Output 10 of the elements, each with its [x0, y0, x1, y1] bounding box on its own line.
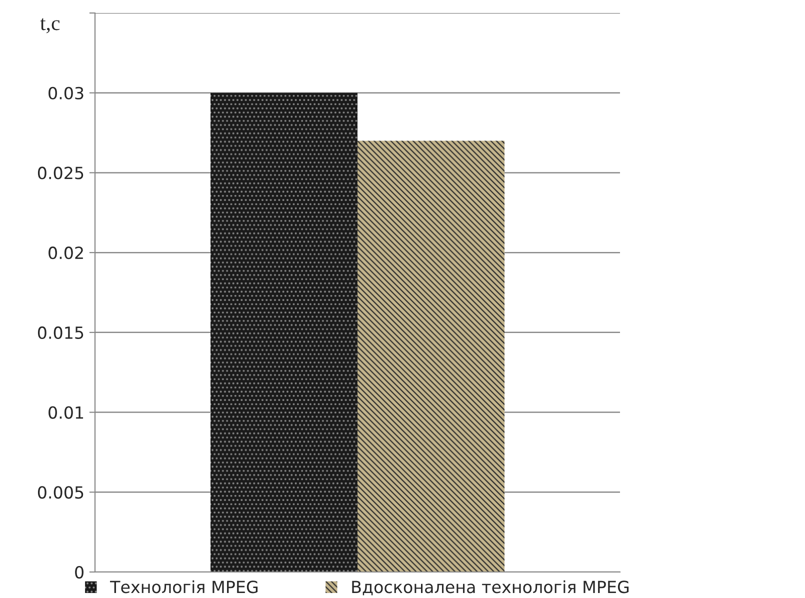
y-tick-label: 0.03 — [48, 86, 84, 100]
y-tick-label: 0.015 — [38, 326, 84, 339]
y-tick-label: 0 — [75, 566, 84, 579]
legend-label: Технологія MPEG — [110, 580, 258, 594]
y-tick-label: 0.025 — [38, 166, 84, 180]
legend-label: Вдосконалена технологія MPEG — [352, 580, 629, 596]
y-tick-label: 0.01 — [48, 406, 84, 419]
y-axis-title: t,c — [40, 18, 60, 34]
y-tick-label: 0.005 — [38, 486, 84, 499]
y-tick-label: 0.02 — [48, 246, 83, 260]
